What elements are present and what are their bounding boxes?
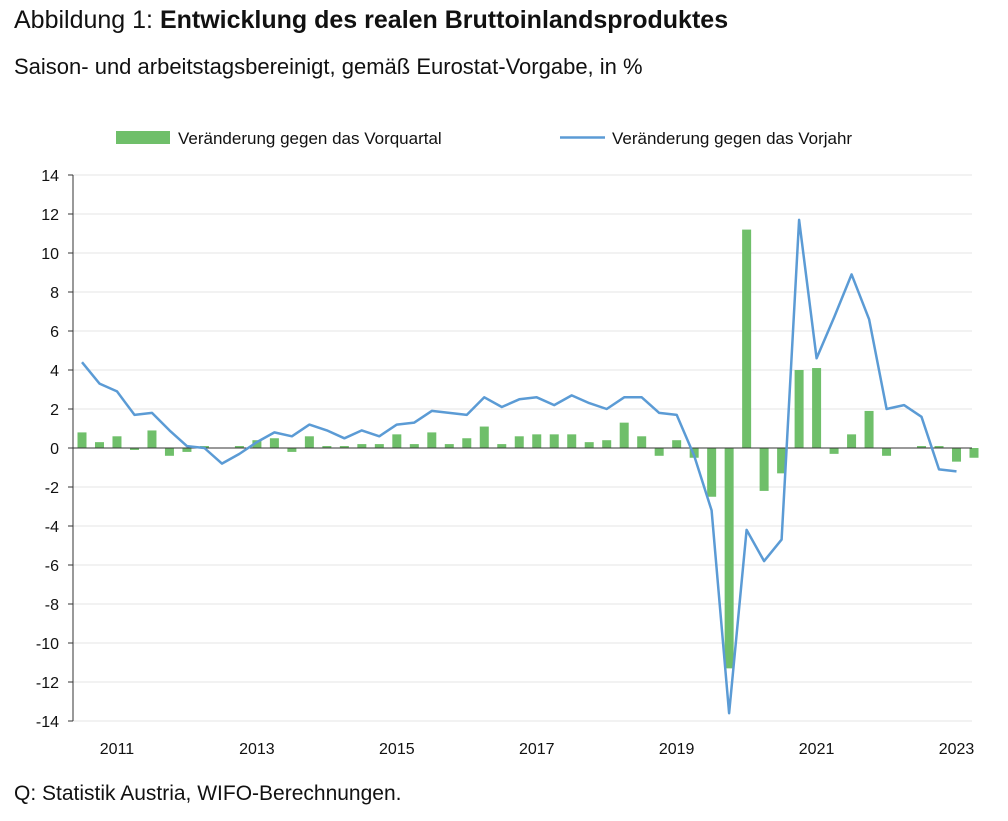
y-tick-label: 0 (50, 441, 59, 458)
bar-2017Q2 (549, 434, 559, 448)
y-tick-label: -2 (45, 480, 59, 497)
bar-2010Q4 (94, 442, 104, 448)
x-axis: 2011 2013 2015 2017 2019 2021 2023 (100, 741, 975, 758)
title-main: Entwicklung des realen Bruttoinlandsprod… (159, 6, 729, 34)
title-prefix: Abbildung 1: (14, 6, 160, 34)
y-axis: 14 12 10 8 6 4 2 0 -2 -4 -6 -8 -10 -12 -14 (36, 168, 74, 731)
y-tick-label: 10 (41, 246, 59, 263)
bar-2014Q3 (357, 444, 367, 448)
bar-2019Q3 (707, 448, 717, 497)
bar-2021Q1 (812, 368, 822, 448)
legend-bar-label: Veränderung gegen das Vorquartal (178, 129, 442, 148)
y-tick-label: 12 (41, 207, 59, 224)
bar-2015Q1 (392, 434, 402, 448)
bar-2011Q3 (147, 430, 157, 448)
bar-2017Q3 (567, 434, 577, 448)
legend: Veränderung gegen das Vorquartal Verände… (116, 129, 852, 148)
bar-2017Q1 (532, 434, 542, 448)
bar-2011Q4 (164, 448, 174, 456)
bar-2016Q3 (497, 444, 507, 448)
y-tick-label: 6 (50, 324, 59, 341)
bar-2015Q3 (427, 432, 437, 448)
bar-2020Q1 (742, 229, 752, 448)
x-tick-label: 2017 (519, 741, 555, 758)
y-tick-label: -12 (36, 675, 59, 692)
bar-2010Q3 (77, 432, 87, 448)
y-tick-label: -6 (45, 558, 59, 575)
bar-2021Q3 (847, 434, 857, 448)
bar-2019Q4 (724, 448, 734, 669)
bar-2014Q2 (339, 446, 349, 448)
legend-bar-swatch (116, 131, 170, 144)
bar-2021Q4 (864, 410, 874, 448)
bar-2021Q2 (829, 448, 839, 454)
bar-2016Q2 (479, 426, 489, 448)
bar-2011Q2 (129, 448, 139, 450)
bar-2014Q1 (322, 446, 332, 448)
bar-2015Q2 (409, 444, 419, 448)
bar-2013Q4 (304, 436, 314, 448)
x-tick-label: 2019 (659, 741, 695, 758)
bar-2015Q4 (444, 444, 454, 448)
bar-series (77, 229, 979, 669)
bar-2018Q4 (654, 448, 664, 456)
legend-line-label: Veränderung gegen das Vorjahr (612, 129, 852, 148)
bar-2019Q1 (672, 440, 682, 448)
bar-2018Q3 (637, 436, 647, 448)
x-tick-label: 2011 (100, 741, 135, 758)
y-tick-label: -8 (45, 597, 59, 614)
bar-2018Q2 (619, 422, 629, 448)
chart-title: Abbildung 1: Entwicklung des realen Brut… (14, 6, 728, 35)
bar-2016Q1 (462, 438, 472, 448)
bar-2023Q1 (952, 448, 962, 462)
bar-2016Q4 (514, 436, 524, 448)
x-tick-label: 2021 (799, 741, 835, 758)
bar-2020Q4 (794, 370, 804, 448)
line-series (81, 218, 957, 715)
y-tick-label: -4 (45, 519, 59, 536)
bar-2012Q1 (182, 448, 192, 452)
y-tick-label: 2 (50, 402, 59, 419)
bar-2018Q1 (602, 440, 612, 448)
y-tick-label: -10 (36, 636, 59, 653)
y-tick-label: 4 (50, 363, 59, 380)
source-note: Q: Statistik Austria, WIFO-Berechnungen. (14, 782, 402, 805)
y-tick-label: 8 (50, 285, 59, 302)
bar-2020Q2 (759, 448, 769, 491)
x-tick-label: 2013 (239, 741, 275, 758)
bar-2011Q1 (112, 436, 122, 448)
bar-2013Q1 (252, 440, 262, 448)
bar-2022Q1 (882, 448, 892, 456)
bar-2013Q3 (287, 448, 297, 452)
x-tick-label: 2023 (939, 741, 975, 758)
bar-2012Q4 (234, 446, 244, 448)
bar-2014Q4 (374, 444, 384, 448)
bar-2020Q3 (777, 448, 787, 474)
gdp-chart: Veränderung gegen das Vorquartal Verände… (36, 129, 979, 758)
x-tick-label: 2015 (379, 741, 415, 758)
bar-2022Q4 (934, 446, 944, 448)
bar-2013Q2 (269, 438, 279, 448)
y-tick-label: 14 (41, 168, 59, 185)
bar-2017Q4 (584, 442, 594, 448)
chart-subtitle: Saison- und arbeitstagsbereinigt, gemäß … (14, 54, 643, 79)
y-tick-label: -14 (36, 714, 59, 731)
bar-2023Q2 (969, 448, 979, 458)
bar-2022Q3 (917, 446, 927, 448)
